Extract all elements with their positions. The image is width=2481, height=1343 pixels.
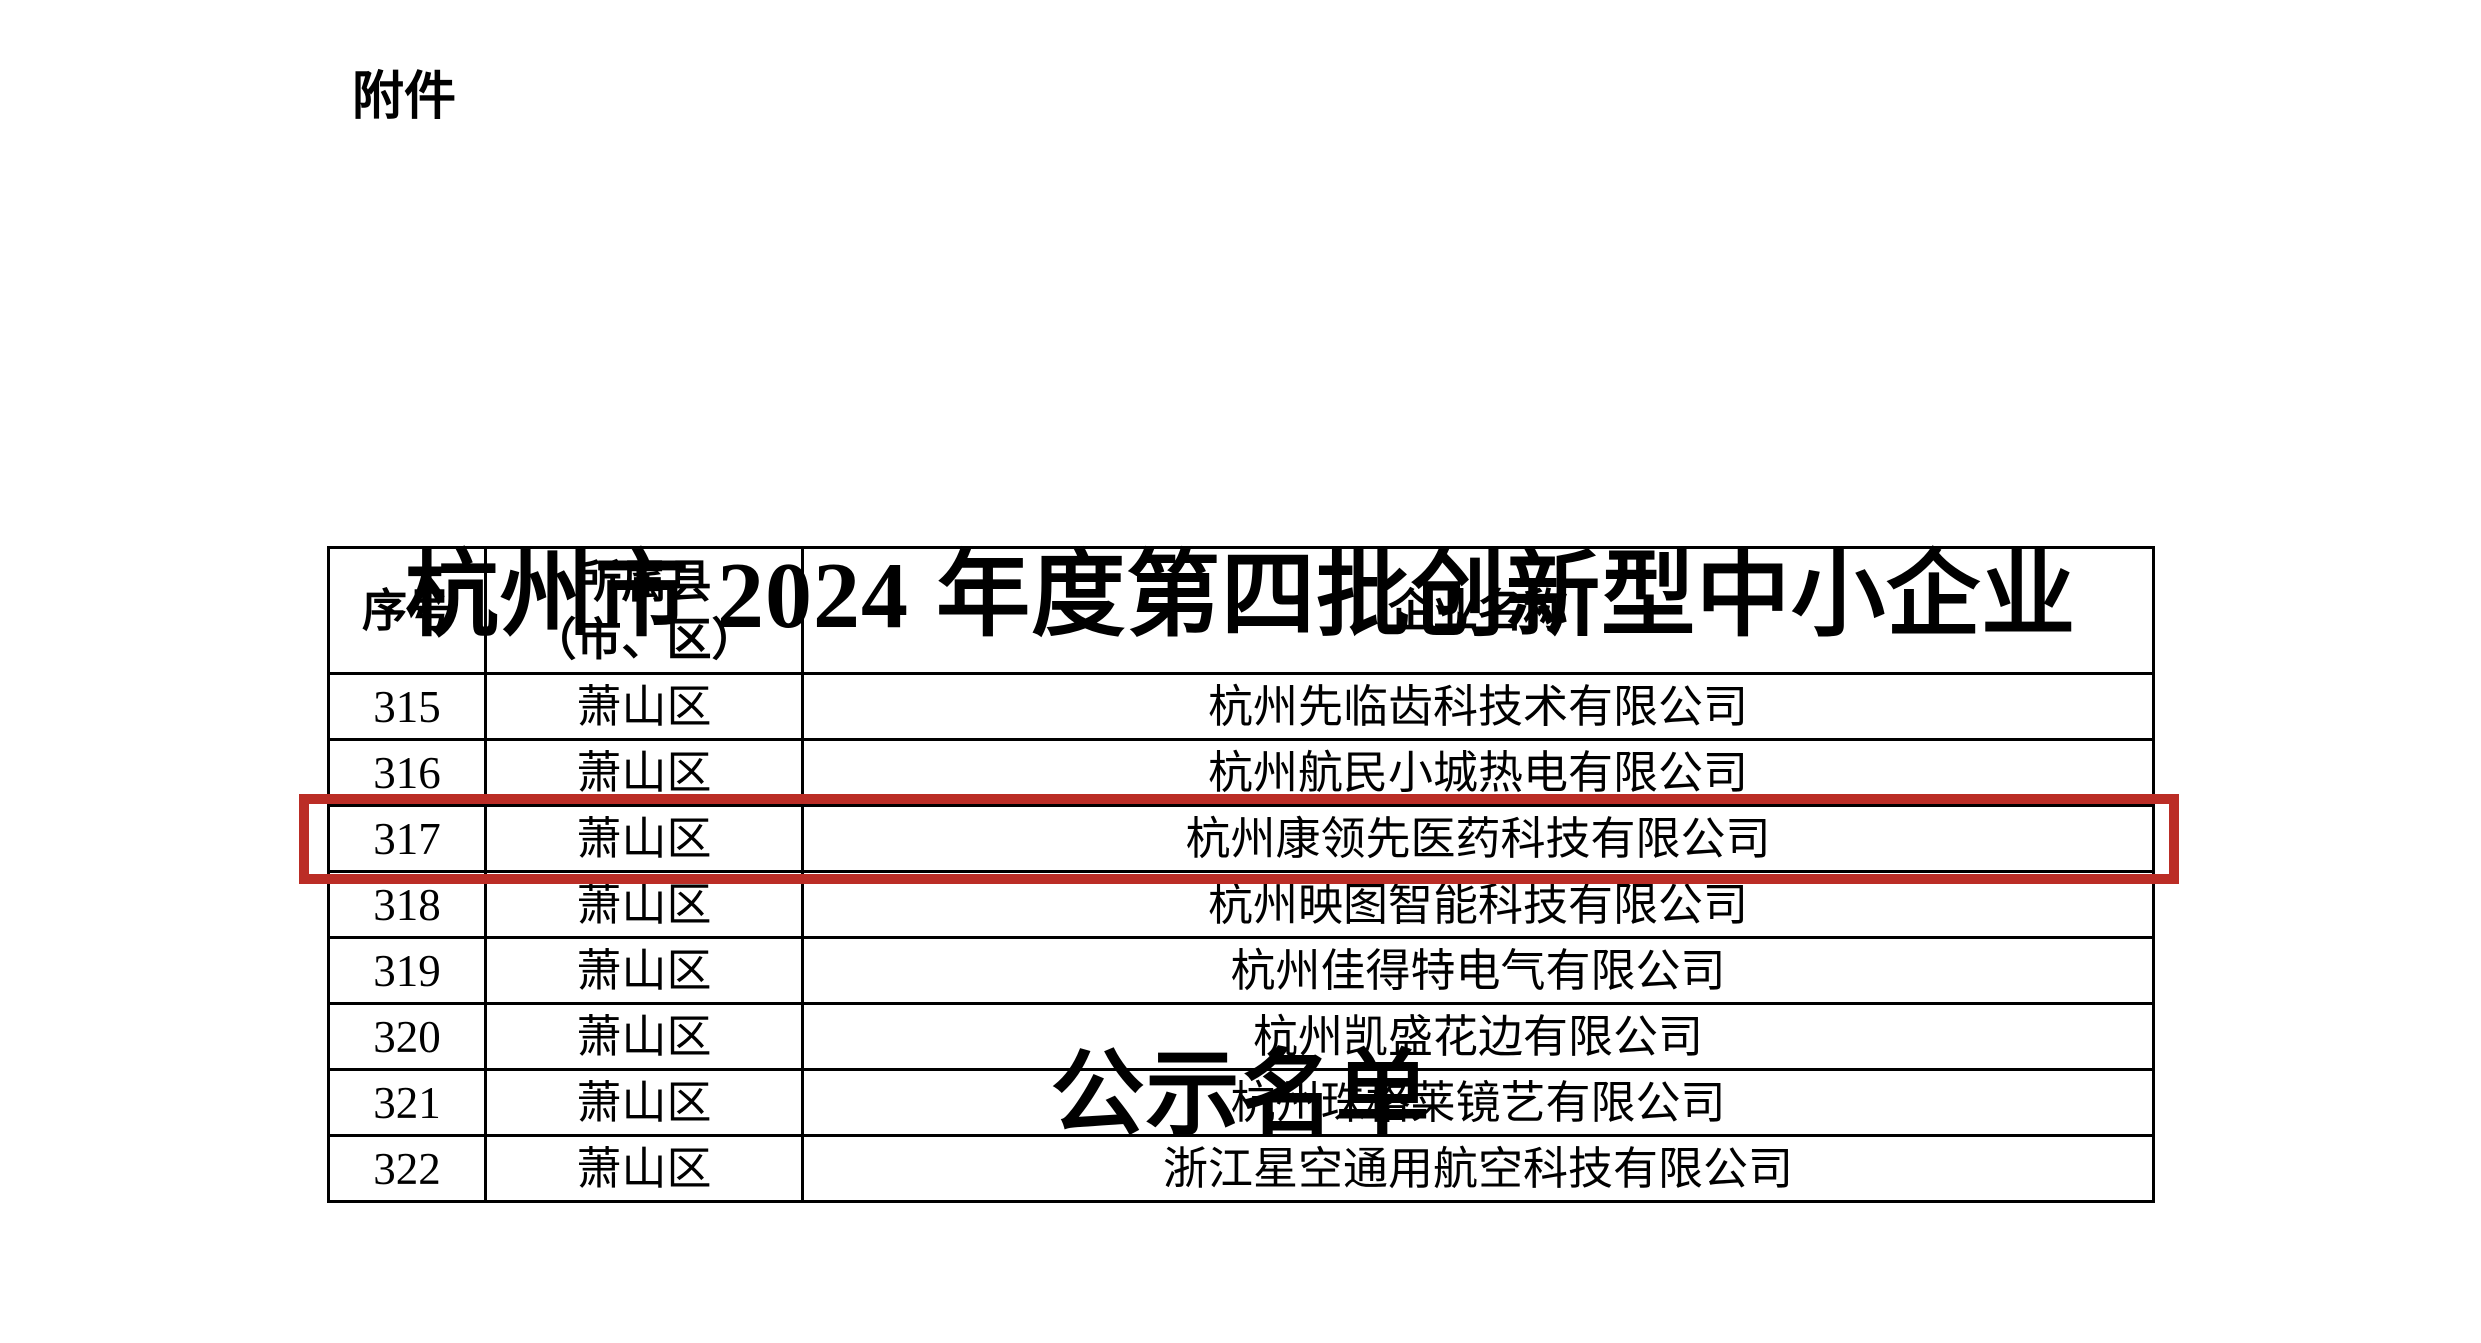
table-row: 320 萧山区 杭州凯盛花边有限公司	[327, 1002, 2155, 1071]
cell-district: 萧山区	[484, 804, 804, 873]
cell-company: 杭州佳得特电气有限公司	[801, 936, 2155, 1005]
cell-no: 317	[327, 804, 487, 873]
table-row: 319 萧山区 杭州佳得特电气有限公司	[327, 936, 2155, 1005]
header-district-line1: 所属县	[576, 556, 712, 607]
table-row: 318 萧山区 杭州映图智能科技有限公司	[327, 870, 2155, 939]
cell-district: 萧山区	[484, 672, 804, 741]
cell-district: 萧山区	[484, 870, 804, 939]
table-row: 321 萧山区 杭州珠格莱镜艺有限公司	[327, 1068, 2155, 1137]
cell-district: 萧山区	[484, 1068, 804, 1137]
company-table: 序号 所属县 （市、区） 企业名称 315 萧山区 杭州先临齿科技术有限公司 3…	[327, 546, 2155, 1203]
cell-district: 萧山区	[484, 738, 804, 807]
cell-company: 杭州康领先医药科技有限公司	[801, 804, 2155, 873]
cell-company: 杭州凯盛花边有限公司	[801, 1002, 2155, 1071]
table-row: 322 萧山区 浙江星空通用航空科技有限公司	[327, 1134, 2155, 1203]
cell-company: 杭州先临齿科技术有限公司	[801, 672, 2155, 741]
cell-company: 杭州映图智能科技有限公司	[801, 870, 2155, 939]
attachment-label: 附件	[352, 68, 457, 126]
cell-no: 319	[327, 936, 487, 1005]
table-row: 317 萧山区 杭州康领先医药科技有限公司	[327, 804, 2155, 873]
cell-no: 315	[327, 672, 487, 741]
cell-no: 320	[327, 1002, 487, 1071]
cell-no: 322	[327, 1134, 487, 1203]
table-row: 316 萧山区 杭州航民小城热电有限公司	[327, 738, 2155, 807]
cell-district: 萧山区	[484, 936, 804, 1005]
header-district-line2: （市、区）	[531, 614, 757, 665]
cell-no: 321	[327, 1068, 487, 1137]
cell-district: 萧山区	[484, 1134, 804, 1203]
cell-district: 萧山区	[484, 1002, 804, 1071]
table-header-row: 序号 所属县 （市、区） 企业名称	[327, 546, 2155, 675]
cell-no: 316	[327, 738, 487, 807]
cell-company: 杭州珠格莱镜艺有限公司	[801, 1068, 2155, 1137]
cell-company: 浙江星空通用航空科技有限公司	[801, 1134, 2155, 1203]
cell-no: 318	[327, 870, 487, 939]
header-cell-district: 所属县 （市、区）	[484, 546, 804, 675]
header-cell-no: 序号	[327, 546, 487, 675]
header-cell-company: 企业名称	[801, 546, 2155, 675]
table-row: 315 萧山区 杭州先临齿科技术有限公司	[327, 672, 2155, 741]
cell-company: 杭州航民小城热电有限公司	[801, 738, 2155, 807]
